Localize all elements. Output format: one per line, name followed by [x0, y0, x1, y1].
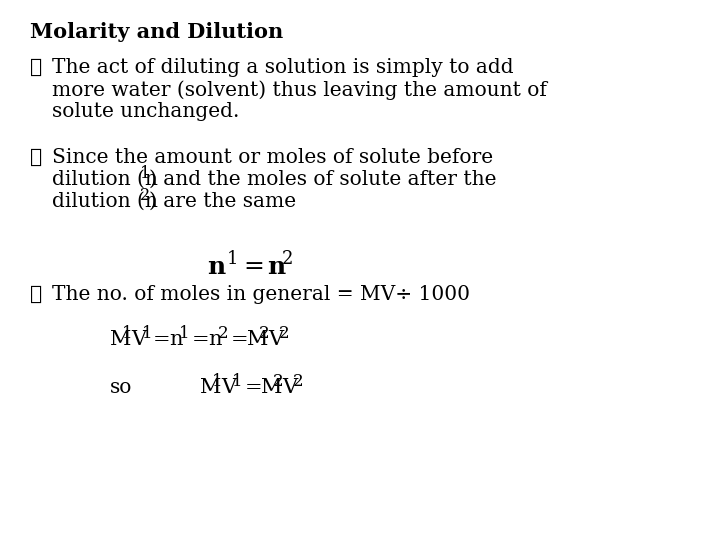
- Text: dilution (n: dilution (n: [52, 170, 158, 189]
- Text: 1: 1: [227, 250, 238, 268]
- Text: 2: 2: [259, 325, 269, 342]
- Text: 1: 1: [232, 373, 243, 390]
- Text: Molarity and Dilution: Molarity and Dilution: [30, 22, 283, 42]
- Text: ) are the same: ) are the same: [149, 192, 296, 211]
- Text: M: M: [261, 378, 282, 397]
- Text: 1: 1: [142, 325, 153, 342]
- Text: V: V: [131, 330, 146, 349]
- Text: n: n: [207, 255, 225, 279]
- Text: V: V: [221, 378, 236, 397]
- Text: more water (solvent) thus leaving the amount of: more water (solvent) thus leaving the am…: [52, 80, 547, 100]
- Text: Since the amount or moles of solute before: Since the amount or moles of solute befo…: [52, 148, 493, 167]
- Text: =: =: [153, 330, 171, 349]
- Text: M: M: [247, 330, 269, 349]
- Text: 2: 2: [293, 373, 304, 390]
- Text: 1: 1: [140, 165, 150, 182]
- Text: 2: 2: [279, 325, 289, 342]
- Text: ❏: ❏: [30, 285, 42, 304]
- Text: 1: 1: [122, 325, 132, 342]
- Text: so: so: [110, 378, 132, 397]
- Text: =: =: [245, 378, 263, 397]
- Text: 2: 2: [282, 250, 293, 268]
- Text: 1: 1: [212, 373, 222, 390]
- Text: =: =: [243, 255, 264, 278]
- Text: ❏: ❏: [30, 58, 42, 77]
- Text: V: V: [268, 330, 283, 349]
- Text: dilution (n: dilution (n: [52, 192, 158, 211]
- Text: 2: 2: [218, 325, 229, 342]
- Text: 2: 2: [273, 373, 284, 390]
- Text: 2: 2: [140, 187, 150, 204]
- Text: M: M: [200, 378, 221, 397]
- Text: n: n: [169, 330, 182, 349]
- Text: n: n: [208, 330, 222, 349]
- Text: The no. of moles in general = MV÷ 1000: The no. of moles in general = MV÷ 1000: [52, 285, 470, 304]
- Text: n: n: [267, 255, 285, 279]
- Text: M: M: [110, 330, 131, 349]
- Text: ) and the moles of solute after the: ) and the moles of solute after the: [149, 170, 497, 189]
- Text: ❏: ❏: [30, 148, 42, 167]
- Text: =: =: [231, 330, 248, 349]
- Text: solute unchanged.: solute unchanged.: [52, 102, 239, 121]
- Text: The act of diluting a solution is simply to add: The act of diluting a solution is simply…: [52, 58, 513, 77]
- Text: =: =: [192, 330, 210, 349]
- Text: V: V: [282, 378, 297, 397]
- Text: 1: 1: [179, 325, 189, 342]
